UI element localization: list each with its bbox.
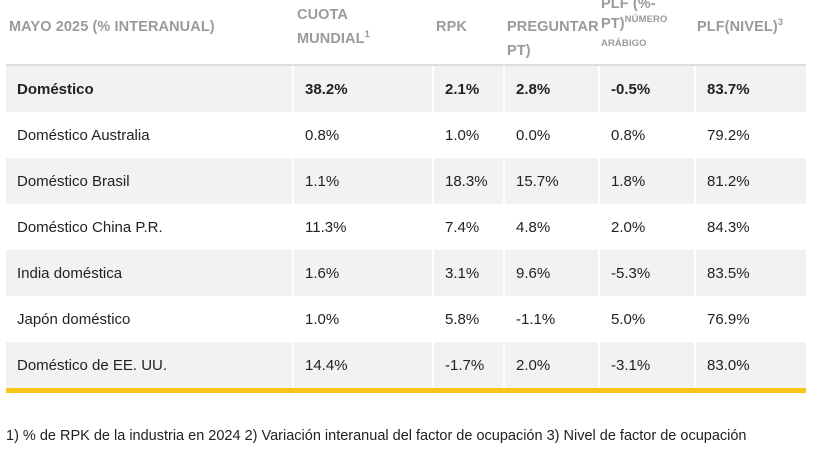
cell-plf-level: 76.9%: [694, 296, 806, 342]
header-plf-level: PLF(NIVEL)3: [695, 0, 806, 65]
table-body: Doméstico 38.2% 2.1% 2.8% -0.5% 83.7% Do…: [6, 64, 806, 388]
cell-rpk: 2.1%: [432, 64, 504, 112]
header-plf-level-sup: 3: [777, 17, 784, 29]
table-row: India doméstica 1.6% 3.1% 9.6% -5.3% 83.…: [6, 250, 806, 296]
cell-plf-pt: 0.8%: [598, 112, 695, 158]
cell-ask: 4.8%: [503, 204, 599, 250]
header-market-share-line1: CUOTA: [297, 7, 348, 23]
data-table-wrapper: MAYO 2025 (% INTERANUAL) CUOTA MUNDIAL1 …: [6, 0, 806, 393]
cell-ask: 15.7%: [503, 158, 599, 204]
cell-market-share: 1.0%: [292, 296, 433, 342]
cell-plf-level: 84.3%: [694, 204, 806, 250]
cell-plf-level: 83.7%: [694, 64, 806, 112]
cell-rpk: 18.3%: [432, 158, 504, 204]
header-rpk: RPK: [433, 0, 504, 65]
cell-region: Doméstico Brasil: [6, 158, 293, 204]
cell-plf-pt: 2.0%: [598, 204, 695, 250]
header-plf-pt-line1: PLF (%-: [601, 0, 656, 12]
cell-region: Doméstico de EE. UU.: [6, 342, 293, 388]
header-ask: PREGUNTAR PT): [504, 0, 599, 65]
header-plf-level-label: PLF(NIVEL): [697, 19, 778, 35]
cell-rpk: 7.4%: [432, 204, 504, 250]
cell-plf-pt: 1.8%: [598, 158, 695, 204]
traffic-table: MAYO 2025 (% INTERANUAL) CUOTA MUNDIAL1 …: [6, 0, 806, 388]
table-row: Doméstico China P.R. 11.3% 7.4% 4.8% 2.0…: [6, 204, 806, 250]
table-row: Japón doméstico 1.0% 5.8% -1.1% 5.0% 76.…: [6, 296, 806, 342]
header-period-label: MAYO 2025 (% INTERANUAL): [9, 19, 215, 35]
table-accent-bar: [6, 388, 806, 393]
cell-plf-level: 81.2%: [694, 158, 806, 204]
cell-rpk: 5.8%: [432, 296, 504, 342]
header-rpk-label: RPK: [436, 19, 467, 35]
cell-rpk: -1.7%: [432, 342, 504, 388]
header-plf-pt-line2: PT): [601, 16, 625, 32]
cell-ask: 2.8%: [503, 64, 599, 112]
cell-region: Doméstico Australia: [6, 112, 293, 158]
header-market-share: CUOTA MUNDIAL1: [293, 0, 433, 65]
cell-market-share: 1.1%: [292, 158, 433, 204]
cell-plf-level: 83.0%: [694, 342, 806, 388]
header-plf-pt: PLF (%- PT)NÚMERO ARÁBIGO: [599, 0, 695, 65]
cell-plf-level: 83.5%: [694, 250, 806, 296]
cell-region: Doméstico: [6, 64, 293, 112]
table-header: MAYO 2025 (% INTERANUAL) CUOTA MUNDIAL1 …: [6, 0, 806, 65]
cell-ask: 2.0%: [503, 342, 599, 388]
cell-plf-pt: 5.0%: [598, 296, 695, 342]
cell-plf-level: 79.2%: [694, 112, 806, 158]
cell-market-share: 11.3%: [292, 204, 433, 250]
cell-plf-pt: -0.5%: [598, 64, 695, 112]
cell-region: Japón doméstico: [6, 296, 293, 342]
table-row: Doméstico Brasil 1.1% 18.3% 15.7% 1.8% 8…: [6, 158, 806, 204]
table-footnote: 1) % de RPK de la industria en 2024 2) V…: [6, 428, 747, 444]
cell-rpk: 1.0%: [432, 112, 504, 158]
header-plf-pt-line3: ARÁBIGO: [601, 38, 647, 49]
table-row: Doméstico de EE. UU. 14.4% -1.7% 2.0% -3…: [6, 342, 806, 388]
cell-market-share: 14.4%: [292, 342, 433, 388]
table-row: Doméstico 38.2% 2.1% 2.8% -0.5% 83.7%: [6, 64, 806, 112]
cell-region: Doméstico China P.R.: [6, 204, 293, 250]
table-row: Doméstico Australia 0.8% 1.0% 0.0% 0.8% …: [6, 112, 806, 158]
cell-market-share: 1.6%: [292, 250, 433, 296]
cell-ask: 9.6%: [503, 250, 599, 296]
cell-plf-pt: -3.1%: [598, 342, 695, 388]
cell-market-share: 38.2%: [292, 64, 433, 112]
header-period: MAYO 2025 (% INTERANUAL): [6, 0, 293, 65]
cell-rpk: 3.1%: [432, 250, 504, 296]
cell-market-share: 0.8%: [292, 112, 433, 158]
cell-ask: 0.0%: [503, 112, 599, 158]
header-ask-label: PREGUNTAR PT): [507, 19, 599, 59]
header-market-share-sup: 1: [364, 29, 370, 41]
header-plf-pt-sup: NÚMERO: [624, 14, 668, 26]
cell-plf-pt: -5.3%: [598, 250, 695, 296]
header-market-share-line2: MUNDIAL: [297, 31, 365, 47]
cell-ask: -1.1%: [503, 296, 599, 342]
cell-region: India doméstica: [6, 250, 293, 296]
